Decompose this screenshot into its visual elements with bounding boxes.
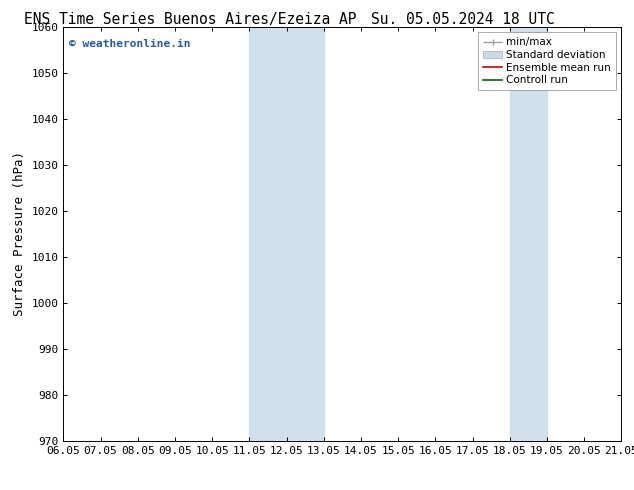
Text: © weatheronline.in: © weatheronline.in [69, 39, 190, 49]
Y-axis label: Surface Pressure (hPa): Surface Pressure (hPa) [13, 151, 26, 317]
Legend: min/max, Standard deviation, Ensemble mean run, Controll run: min/max, Standard deviation, Ensemble me… [478, 32, 616, 90]
Bar [249, 27, 324, 441]
Text: Su. 05.05.2024 18 UTC: Su. 05.05.2024 18 UTC [371, 12, 555, 27]
Text: ENS Time Series Buenos Aires/Ezeiza AP: ENS Time Series Buenos Aires/Ezeiza AP [24, 12, 356, 27]
Bar [510, 27, 547, 441]
